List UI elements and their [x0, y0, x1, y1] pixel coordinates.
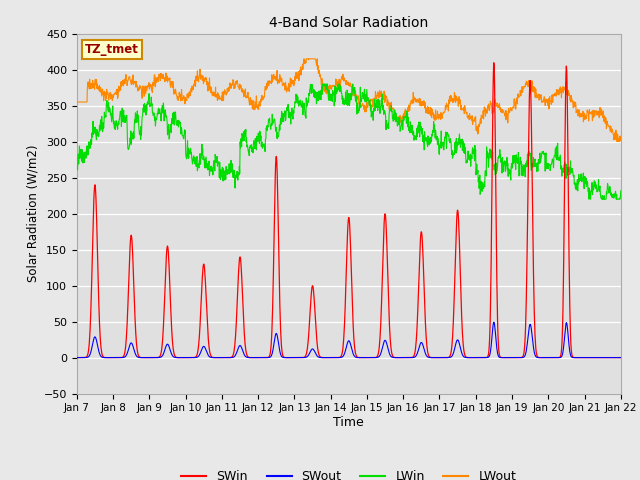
Legend: SWin, SWout, LWin, LWout: SWin, SWout, LWin, LWout	[176, 465, 522, 480]
Y-axis label: Solar Radiation (W/m2): Solar Radiation (W/m2)	[26, 145, 40, 282]
X-axis label: Time: Time	[333, 416, 364, 429]
Text: TZ_tmet: TZ_tmet	[85, 43, 139, 56]
Title: 4-Band Solar Radiation: 4-Band Solar Radiation	[269, 16, 428, 30]
